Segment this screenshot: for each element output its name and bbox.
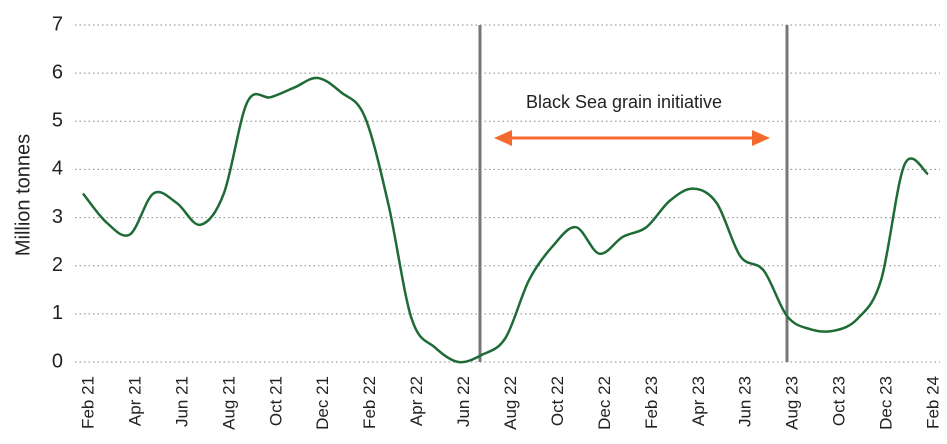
y-tick-label: 5	[52, 110, 63, 132]
y-tick-label: 3	[52, 206, 63, 228]
y-tick-label: 4	[52, 158, 63, 180]
x-tick-label: Dec 23	[877, 376, 896, 430]
x-tick-label: Apr 23	[689, 376, 708, 426]
x-tick-label: Oct 21	[266, 376, 285, 426]
line-series	[82, 76, 929, 364]
x-tick-label: Feb 23	[642, 376, 661, 429]
x-tick-label: Aug 21	[219, 376, 238, 430]
x-tick-label: Jun 23	[736, 376, 755, 427]
y-tick-label: 7	[52, 13, 63, 35]
x-tick-label: Dec 22	[595, 376, 614, 430]
x-tick-label: Oct 22	[548, 376, 567, 426]
x-tick-label: Feb 22	[360, 376, 379, 429]
y-tick-label: 0	[52, 350, 63, 372]
x-tick-label: Jun 22	[454, 376, 473, 427]
x-tick-label: Apr 21	[125, 376, 144, 426]
y-tick-label: 2	[52, 254, 63, 276]
y-tick-label: 1	[52, 302, 63, 324]
x-tick-label: Feb 24	[923, 376, 942, 429]
x-tick-label: Oct 23	[830, 376, 849, 426]
x-tick-label: Aug 23	[783, 376, 802, 430]
x-tick-label: Jun 21	[172, 376, 191, 427]
y-axis-label: Million tonnes	[12, 134, 34, 256]
annotation: Black Sea grain initiative	[526, 92, 722, 112]
x-tick-label: Feb 21	[78, 376, 97, 429]
x-tick-label: Apr 22	[407, 376, 426, 426]
arrow	[494, 130, 770, 146]
x-tick-label: Dec 21	[313, 376, 332, 430]
y-tick-label: 6	[52, 61, 63, 83]
x-tick-label: Aug 22	[501, 376, 520, 430]
